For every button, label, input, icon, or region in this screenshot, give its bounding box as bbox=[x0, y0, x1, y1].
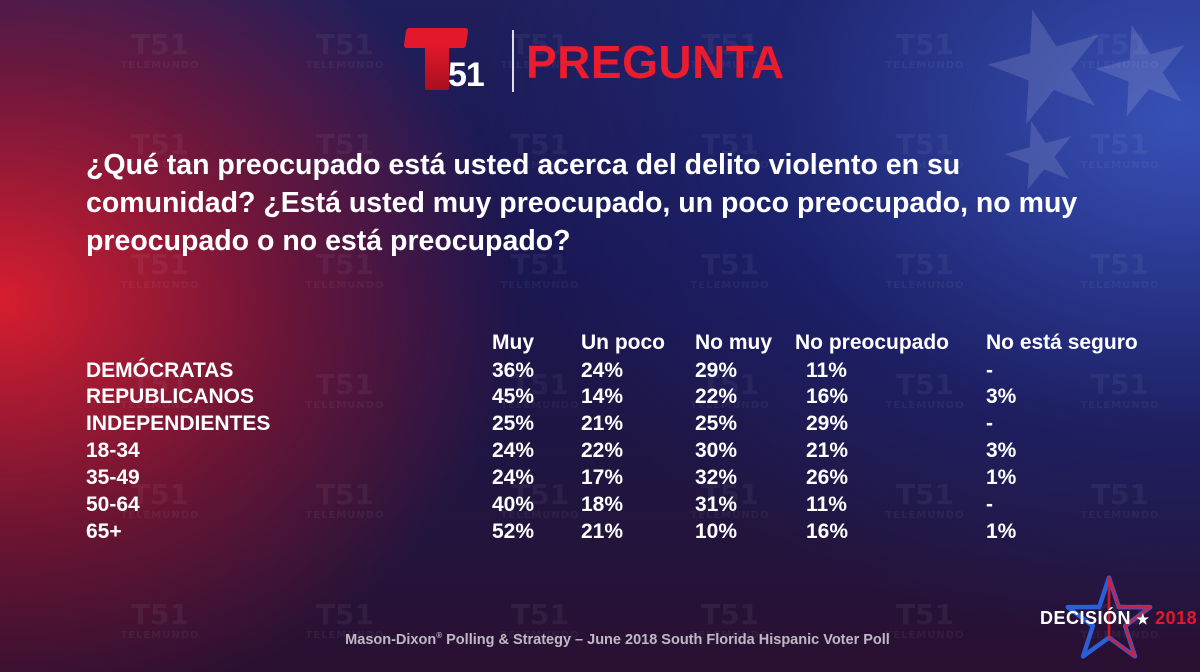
table-cell: 29% bbox=[806, 412, 849, 435]
table-cell: 22% bbox=[581, 439, 624, 462]
table-cell: 26% bbox=[806, 466, 849, 489]
watermark-logo-icon: T51 bbox=[895, 598, 955, 631]
table-cell: 1% bbox=[986, 520, 1017, 543]
watermark-logo-icon: T51 bbox=[895, 478, 955, 511]
table-cell: 1% bbox=[986, 466, 1017, 489]
column-header-muy: Muy bbox=[492, 331, 534, 354]
table-cell: 25% bbox=[492, 412, 535, 435]
page-title: PREGUNTA bbox=[526, 36, 785, 88]
watermark-tile: T51 TELEMUNDO bbox=[270, 28, 420, 72]
watermark-tile: T51 TELEMUNDO bbox=[1045, 368, 1195, 412]
column-header-no-preocupado: No preocupado bbox=[795, 331, 950, 354]
watermark-tile: T51 TELEMUNDO bbox=[850, 368, 1000, 412]
table-cell: 3% bbox=[986, 385, 1017, 408]
row-label: 65+ bbox=[86, 520, 122, 543]
table-cell: 3% bbox=[986, 439, 1017, 462]
column-header-un-poco: Un poco bbox=[581, 331, 665, 354]
row-label: 50-64 bbox=[86, 493, 140, 516]
watermark-logo-icon: T51 bbox=[315, 598, 375, 631]
row-label: DEMÓCRATAS bbox=[86, 359, 234, 382]
telemundo-51-logo: 51 bbox=[400, 24, 500, 94]
watermark-logo-icon: T51 bbox=[700, 598, 760, 631]
row-label: 18-34 bbox=[86, 439, 140, 462]
table-cell: 24% bbox=[492, 466, 535, 489]
table-cell: 45% bbox=[492, 385, 535, 408]
watermark-text: TELEMUNDO bbox=[305, 60, 385, 71]
table-cell: 30% bbox=[695, 439, 738, 462]
table-cell: 24% bbox=[492, 439, 535, 462]
watermark-logo-icon: T51 bbox=[315, 478, 375, 511]
table-cell: 11% bbox=[806, 493, 847, 516]
watermark-text: TELEMUNDO bbox=[1080, 280, 1160, 291]
table-cell: 17% bbox=[581, 466, 624, 489]
question-text: ¿Qué tan preocupado está usted acerca de… bbox=[86, 149, 1078, 257]
table-cell: 16% bbox=[806, 385, 849, 408]
table-cell: - bbox=[986, 359, 993, 382]
watermark-logo-icon: T51 bbox=[315, 368, 375, 401]
watermark-text: TELEMUNDO bbox=[1080, 400, 1160, 411]
column-header-no-muy: No muy bbox=[695, 331, 773, 354]
watermark-tile: T51 TELEMUNDO bbox=[85, 28, 235, 72]
watermark-logo-icon: T51 bbox=[315, 28, 375, 61]
watermark-text: TELEMUNDO bbox=[305, 400, 385, 411]
watermark-logo-icon: T51 bbox=[1090, 368, 1150, 401]
table-cell: - bbox=[986, 412, 993, 435]
watermark-tile: T51 TELEMUNDO bbox=[270, 368, 420, 412]
watermark-text: TELEMUNDO bbox=[305, 280, 385, 291]
row-label: INDEPENDIENTES bbox=[86, 412, 271, 435]
table-cell: 18% bbox=[581, 493, 624, 516]
table-cell: 31% bbox=[695, 493, 738, 516]
header-divider bbox=[512, 30, 514, 92]
row-label: 35-49 bbox=[86, 466, 140, 489]
table-cell: - bbox=[986, 493, 993, 516]
watermark-text: TELEMUNDO bbox=[690, 280, 770, 291]
table-cell: 36% bbox=[492, 359, 535, 382]
badge-year: 2018 bbox=[1155, 608, 1198, 628]
table-cell: 52% bbox=[492, 520, 535, 543]
table-cell: 29% bbox=[695, 359, 738, 382]
watermark-logo-icon: T51 bbox=[130, 598, 190, 631]
channel-number: 51 bbox=[448, 56, 485, 94]
watermark-text: TELEMUNDO bbox=[885, 400, 965, 411]
table-cell: 21% bbox=[581, 520, 624, 543]
watermark-text: TELEMUNDO bbox=[120, 60, 200, 71]
watermark-text: TELEMUNDO bbox=[500, 280, 580, 291]
table-cell: 32% bbox=[695, 466, 738, 489]
header: 51 PREGUNTA bbox=[400, 24, 820, 94]
watermark-tile: T51 TELEMUNDO bbox=[270, 478, 420, 522]
watermark-text: TELEMUNDO bbox=[120, 280, 200, 291]
table-cell: 22% bbox=[695, 385, 738, 408]
watermark-text: TELEMUNDO bbox=[885, 280, 965, 291]
watermark-text: TELEMUNDO bbox=[1080, 510, 1160, 521]
star-icon: ★ bbox=[1136, 611, 1150, 627]
table-cell: 24% bbox=[581, 359, 624, 382]
table-cell: 21% bbox=[806, 439, 849, 462]
decision-2018-badge: DECISIÓN ★ 2018 bbox=[1034, 575, 1197, 662]
watermark-logo-icon: T51 bbox=[1090, 478, 1150, 511]
table-cell: 10% bbox=[695, 520, 738, 543]
watermark-text: TELEMUNDO bbox=[305, 510, 385, 521]
watermark-text: TELEMUNDO bbox=[885, 510, 965, 521]
table-cell: 21% bbox=[581, 412, 624, 435]
star-outline-icon bbox=[1065, 575, 1153, 659]
table-cell: 11% bbox=[806, 359, 847, 382]
watermark-logo-icon: T51 bbox=[130, 28, 190, 61]
source-footer: Mason-Dixon® Polling & Strategy – June 2… bbox=[345, 631, 890, 648]
column-header-no-esta-seguro: No está seguro bbox=[986, 331, 1138, 354]
table-cell: 16% bbox=[806, 520, 849, 543]
table-cell: 25% bbox=[695, 412, 738, 435]
watermark-logo-icon: T51 bbox=[510, 598, 570, 631]
badge-word: DECISIÓN bbox=[1040, 608, 1132, 628]
watermark-tile: T51 TELEMUNDO bbox=[850, 478, 1000, 522]
table-cell: 40% bbox=[492, 493, 535, 516]
row-label: REPUBLICANOS bbox=[86, 385, 255, 408]
watermark-logo-icon: T51 bbox=[895, 368, 955, 401]
table-cell: 14% bbox=[581, 385, 624, 408]
watermark-tile: T51 TELEMUNDO bbox=[1045, 478, 1195, 522]
